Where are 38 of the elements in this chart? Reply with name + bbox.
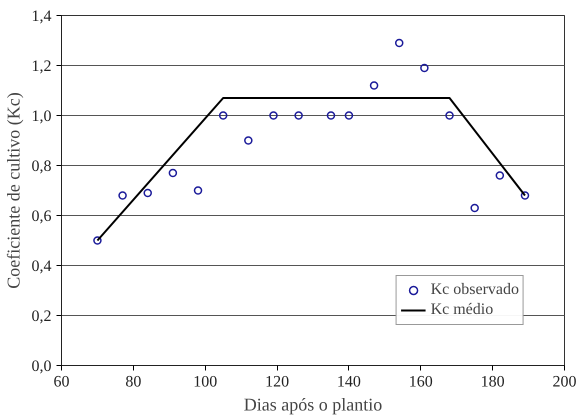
point [218,111,228,120]
x-tick-label: 60 [54,374,70,390]
x-tick-label: 180 [480,374,505,390]
point [244,136,253,145]
point [470,204,479,212]
x-tick-label: 80 [125,374,142,390]
point [168,168,178,178]
point [445,111,454,120]
point [370,81,378,90]
y-tick-label: 1,0 [32,108,52,125]
point [394,38,404,48]
y-tick-label: 0,4 [32,258,52,275]
point [496,171,504,180]
point [344,111,354,120]
point [520,191,530,200]
x-tick-label: 120 [265,374,290,390]
point [118,191,127,200]
point [269,111,278,120]
point [326,111,336,120]
x-tick-label: 160 [408,374,433,390]
point [294,111,303,120]
x-tick-label: 140 [336,374,361,390]
x-axis-title: Dias após o plantio [244,394,382,414]
y-tick-label: 1,2 [32,58,52,75]
point [143,188,152,198]
x-tick-label: 200 [552,374,576,390]
y-tick-label: 0,6 [32,208,52,225]
point [93,236,102,245]
y-axis-title: Coeficiente de cultivo (Kc) [4,92,24,289]
point [420,64,429,72]
y-tick-label: 1,4 [32,8,52,25]
point [194,186,202,195]
y-tick-label: 0,2 [32,308,52,325]
legend-label: Kc observado [430,281,519,299]
x-tick-label: 100 [193,374,218,390]
y-tick-label: 0,0 [32,358,52,375]
y-tick-label: 0,8 [32,158,52,175]
legend-label: Kc médio [430,301,494,319]
